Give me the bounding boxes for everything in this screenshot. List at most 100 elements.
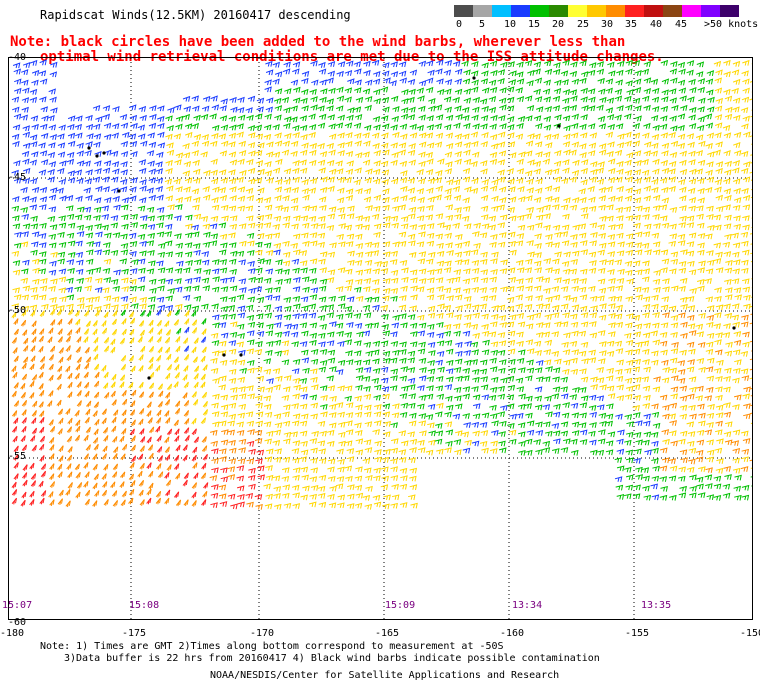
wind-barb bbox=[246, 420, 255, 427]
wind-barb bbox=[219, 267, 228, 274]
wind-barb bbox=[48, 88, 56, 95]
wind-barb bbox=[516, 71, 524, 78]
wind-barb bbox=[328, 168, 337, 175]
wind-barb bbox=[39, 59, 47, 66]
wind-barb bbox=[75, 132, 83, 139]
wind-barb bbox=[713, 367, 722, 374]
contamination-dot bbox=[102, 151, 106, 155]
wind-barb bbox=[202, 95, 211, 102]
wind-barb bbox=[722, 492, 731, 499]
wind-barb bbox=[373, 467, 381, 474]
wind-barb bbox=[363, 439, 372, 446]
wind-barb bbox=[337, 150, 345, 156]
wind-barb bbox=[31, 410, 37, 417]
wind-barb bbox=[147, 215, 155, 222]
wind-barb bbox=[103, 311, 109, 319]
wind-barb bbox=[490, 258, 498, 264]
wind-barb bbox=[407, 149, 416, 156]
wind-barb bbox=[265, 341, 274, 347]
wind-barb bbox=[65, 408, 71, 415]
wind-barb bbox=[83, 336, 89, 344]
wind-barb bbox=[680, 303, 688, 310]
wind-barb bbox=[535, 295, 543, 301]
wind-barb bbox=[695, 323, 704, 330]
wind-barb bbox=[706, 259, 715, 266]
wind-barb bbox=[580, 206, 588, 213]
wind-barb bbox=[625, 296, 634, 302]
wind-barb bbox=[31, 444, 37, 452]
wind-barb bbox=[633, 484, 641, 491]
wind-barb bbox=[38, 242, 47, 248]
wind-barb bbox=[434, 268, 443, 274]
wind-barb bbox=[336, 197, 345, 204]
wind-barb bbox=[445, 395, 453, 402]
wind-barb bbox=[608, 167, 616, 174]
wind-barb bbox=[138, 267, 146, 274]
wind-barb bbox=[137, 233, 146, 240]
wind-barb bbox=[326, 331, 335, 338]
wind-barb bbox=[346, 213, 355, 219]
wind-barb bbox=[85, 232, 94, 239]
wind-barb bbox=[607, 241, 616, 248]
wind-barb bbox=[652, 312, 660, 318]
wind-barb bbox=[545, 366, 553, 372]
wind-barb bbox=[103, 337, 110, 344]
wind-barb bbox=[444, 411, 452, 418]
wind-barb bbox=[543, 96, 551, 103]
wind-barb bbox=[435, 185, 443, 192]
wind-barb bbox=[201, 346, 207, 354]
wind-barb bbox=[49, 260, 57, 267]
wind-barb bbox=[437, 294, 445, 300]
wind-barb bbox=[489, 448, 498, 454]
wind-barb bbox=[499, 214, 508, 221]
wind-barb bbox=[732, 268, 740, 275]
wind-barb bbox=[22, 259, 30, 266]
wind-barb bbox=[31, 427, 37, 435]
wind-barb bbox=[443, 324, 452, 330]
wind-barb bbox=[245, 493, 254, 499]
wind-barb bbox=[677, 133, 686, 140]
wind-barb bbox=[345, 420, 353, 427]
wind-barb bbox=[38, 70, 47, 77]
wind-barb bbox=[560, 421, 569, 428]
wind-barb bbox=[300, 267, 308, 274]
wind-barb bbox=[228, 313, 236, 320]
wind-barb bbox=[274, 186, 283, 193]
wind-barb bbox=[309, 476, 318, 482]
wind-barb bbox=[507, 124, 515, 130]
wind-barb bbox=[418, 105, 426, 112]
wind-barb bbox=[434, 411, 443, 418]
wind-barb bbox=[282, 251, 291, 258]
wind-barb bbox=[679, 485, 687, 492]
wind-barb bbox=[211, 448, 219, 454]
wind-barb bbox=[733, 331, 742, 337]
wind-barb bbox=[434, 194, 442, 201]
wind-barb bbox=[382, 70, 390, 77]
wind-barb bbox=[101, 489, 107, 497]
wind-barb bbox=[590, 376, 598, 383]
wind-barb bbox=[426, 331, 435, 338]
wind-barb bbox=[617, 241, 625, 248]
wind-barb bbox=[426, 115, 434, 122]
wind-barb bbox=[455, 341, 463, 348]
wind-barb bbox=[650, 78, 659, 85]
wind-barb bbox=[309, 88, 317, 95]
wind-barb bbox=[615, 223, 624, 230]
wind-barb bbox=[598, 123, 607, 130]
wind-barb bbox=[598, 314, 607, 321]
wind-barb bbox=[473, 242, 481, 249]
wind-barb bbox=[11, 337, 17, 344]
wind-barb bbox=[122, 398, 128, 406]
wind-barb bbox=[183, 400, 190, 407]
wind-barb bbox=[398, 457, 407, 463]
wind-barb bbox=[732, 448, 741, 454]
wind-barb bbox=[679, 413, 688, 420]
wind-barb bbox=[112, 436, 118, 443]
wind-barb bbox=[706, 449, 715, 456]
wind-barb bbox=[497, 332, 506, 338]
wind-barb bbox=[65, 500, 71, 508]
wind-barb bbox=[85, 258, 94, 265]
wind-barb bbox=[751, 217, 752, 219]
wind-barb bbox=[129, 409, 136, 417]
wind-barb bbox=[193, 213, 202, 220]
